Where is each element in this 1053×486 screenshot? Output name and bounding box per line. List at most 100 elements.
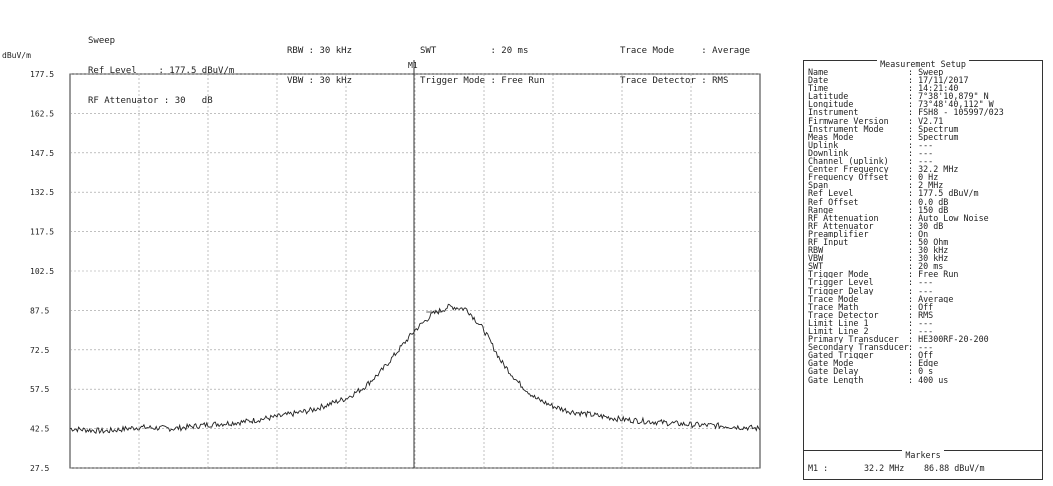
setup-row-value: : --- [908, 318, 934, 327]
setup-row: Range : 150 dB [808, 206, 1040, 214]
setup-row-value: : --- [908, 157, 934, 166]
setup-row-key: Trace Mode [808, 294, 859, 303]
setup-row-key: Limit Line 2 [808, 327, 869, 336]
setup-row: Limit Line 1 : --- [808, 319, 1040, 327]
setup-row: Gate Length: 400 us [808, 376, 1040, 384]
y-tick-label: 162.5 [30, 109, 54, 118]
setup-row: RF Attenuator: 30 dB [808, 222, 1040, 230]
setup-row-key: RF Attenuation [808, 213, 879, 222]
y-tick-label: 147.5 [30, 149, 54, 158]
setup-row-key: Date [808, 76, 829, 85]
y-tick-label: 117.5 [30, 228, 54, 237]
y-axis-label: dBuV/m [2, 51, 31, 60]
setup-row-value: : 150 dB [908, 205, 949, 214]
setup-row-key: Firmware Version [808, 116, 889, 125]
marker-tag: M1 [408, 61, 418, 70]
setup-row: Time : 14:21:40 [808, 84, 1040, 92]
setup-row: Uplink: --- [808, 141, 1040, 149]
setup-row: Preamplifier: On [808, 230, 1040, 238]
setup-row-value: : Spectrum [908, 132, 959, 141]
header-swt: SWT : 20 ms [420, 46, 529, 56]
setup-row: Name : Sweep [808, 68, 1040, 76]
setup-row-value: : HE300RF-20-200 [908, 335, 989, 344]
markers-title: Markers [804, 450, 1042, 460]
setup-row-value: : Auto Low Noise [908, 213, 989, 222]
setup-row-key: Latitude [808, 92, 849, 101]
header-sweep-block: Sweep Ref Level : 177.5 dBuV/m RF Attenu… [88, 16, 234, 116]
y-tick-labels: 177.5 162.5 147.5 132.5 117.5 102.5 87.5 72.5 57… [30, 70, 54, 473]
setup-row-key: Uplink [808, 140, 839, 149]
setup-row-key: Instrument [808, 108, 859, 117]
setup-row: Instrument: FSH8 - 105997/023 [808, 108, 1040, 116]
header-trace-detector: Trace Detector : RMS [620, 76, 729, 86]
setup-row: Ref Offset : 0.0 dB [808, 198, 1040, 206]
setup-row-value: : 32.2 MHz [908, 165, 959, 174]
setup-row-value: : Spectrum [908, 124, 959, 133]
setup-row-key: Limit Line 1 [808, 318, 869, 327]
marker-group: M1 [408, 60, 443, 468]
setup-row-key: Trace Math [808, 302, 859, 311]
setup-row-key: Range [808, 205, 834, 214]
header-trigger-mode: Trigger Mode : Free Run [420, 76, 545, 86]
setup-row-value: : --- [908, 286, 934, 295]
setup-row-value: : 30 kHz [908, 246, 949, 255]
setup-row-value: : Off [908, 351, 934, 360]
setup-row-key: Trigger Level [808, 278, 874, 287]
header-bandwidth-block: RBW : 30 kHz VBW : 30 kHz [287, 26, 352, 96]
setup-row-value: : Edge [908, 359, 939, 368]
setup-row-value: : --- [908, 327, 934, 336]
y-tick-label: 132.5 [30, 188, 54, 197]
setup-row-key: RF Input [808, 237, 849, 247]
setup-row-key: RBW [808, 246, 824, 255]
setup-row: Date: 17/11/2017 [808, 76, 1040, 84]
header-rbw: RBW : 30 kHz [287, 46, 353, 56]
setup-row-value: : 30 dB [908, 221, 944, 230]
setup-row-value: : --- [908, 148, 934, 158]
y-tick-label: 87.5 [30, 306, 49, 315]
setup-row-value: : 0 Hz [908, 173, 939, 182]
spectrum-trace [69, 303, 761, 435]
setup-row-value: : 20 ms [908, 262, 944, 271]
setup-row: Gate Mode: Edge [808, 359, 1040, 367]
setup-row-key: Name [808, 68, 829, 77]
setup-row-key: SWT [808, 262, 824, 271]
setup-row-key: Downlink [808, 148, 849, 158]
setup-rows: Name : Sweep Date: 17/11/2017 Time : 14:21:4… [808, 68, 1040, 384]
setup-row-value: : --- [908, 278, 934, 287]
setup-row: SWT : 20 ms [808, 262, 1040, 270]
setup-row-value: : Sweep [908, 68, 944, 77]
header-trigger-block: SWT : 20 ms Trigger Mode : Free Run [420, 26, 545, 96]
setup-row-value: : --- [908, 343, 934, 352]
setup-row: Trigger Delay: --- [808, 287, 1040, 295]
setup-row: Trigger Mode: Free Run [808, 270, 1040, 278]
setup-row: RBW : 30 kHz [808, 246, 1040, 254]
setup-row-key: Ref Offset [808, 197, 859, 206]
setup-row-value: : 14:21:40 [908, 84, 959, 93]
y-tick-label: 27.5 [30, 464, 49, 473]
y-tick-label: 102.5 [30, 267, 54, 276]
setup-row-key: Span [808, 181, 829, 190]
setup-row: Trace Detector: RMS [808, 311, 1040, 319]
setup-row-value: : Off [908, 302, 934, 311]
setup-row-value: : 30 kHz [908, 254, 949, 263]
setup-row-value: : 0.0 dB [908, 197, 949, 206]
setup-row-key: Primary Transducer [808, 335, 899, 344]
y-tick-label: 57.5 [30, 385, 49, 394]
spectrum-plot: dBuV/m 177.5 162.5 147.5 132.5 117.5 102.5 87.… [2, 51, 761, 473]
header-ref-level: Ref Level : 177.5 dBuV/m [88, 66, 235, 76]
setup-row: Firmware Version: V2.71 [808, 117, 1040, 125]
setup-row-value: : RMS [908, 310, 934, 319]
setup-row: Secondary Transducer: --- [808, 343, 1040, 351]
setup-row: Center Frequency: 32.2 MHz [808, 165, 1040, 173]
setup-row-key: Secondary Transducer [808, 343, 909, 352]
setup-row: Gated Trigger : Off [808, 351, 1040, 359]
header-sweep-name: Sweep [88, 36, 116, 46]
setup-row: VBW: 30 kHz [808, 254, 1040, 262]
setup-row-key: Gated Trigger [808, 351, 874, 360]
setup-row: Limit Line 2 : --- [808, 327, 1040, 335]
setup-row: Trigger Level : --- [808, 278, 1040, 286]
setup-row-key: Time [808, 84, 829, 93]
measurement-setup-title: Measurement Setup [804, 59, 1042, 69]
y-tick-label: 177.5 [30, 70, 54, 79]
setup-row-value: : 2 MHz [908, 181, 944, 190]
